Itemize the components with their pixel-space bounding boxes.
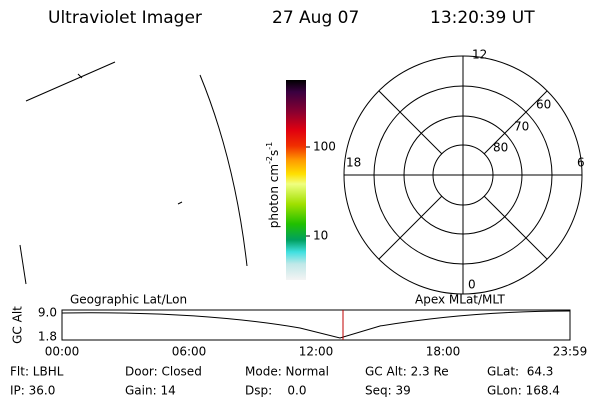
mlt-label: 12 [472,48,487,62]
status-field: GLat: 64.3 [487,365,553,379]
strip-frame [61,309,571,341]
strip-title: Geographic Lat/Lon [70,293,187,307]
colorbar-label: photon cm-2s-1 [265,142,281,229]
status-field: Dsp: 0.0 [245,384,307,398]
strip-axis-label: GC Alt [11,306,25,344]
coastlines [19,61,248,285]
mlt-label: 18 [346,156,361,170]
strip-tick: 9.0 [38,306,57,320]
lat-label: 70 [514,120,529,134]
time-tick: 06:00 [172,345,207,359]
mlt-label: 0 [468,278,476,292]
colorbar-tick: 10 [313,229,328,243]
status-field: Flt: LBHL [10,365,64,379]
status-field: GC Alt: 2.3 Re [365,365,449,379]
status-field: Seq: 39 [365,384,411,398]
status-field: Door: Closed [125,365,202,379]
lat-label: 80 [493,141,508,155]
status-field: IP: 36.0 [10,384,55,398]
time: 13:20:39 UT [430,8,535,28]
strip-tick: 1.8 [38,330,57,344]
strip-title: Apex MLat/MLT [415,293,505,307]
altitude-curve [61,310,571,339]
lat-label: 60 [536,98,551,112]
polar-grid [343,55,583,295]
instrument: Ultraviolet Imager [48,8,202,28]
status-field: Mode: Normal [245,365,329,379]
date: 27 Aug 07 [272,8,359,28]
colorbar [286,80,306,280]
time-tick: 18:00 [426,345,461,359]
time-tick: 23:59 [553,345,588,359]
mlt-label: 6 [577,156,585,170]
colorbar-tick: 100 [313,140,336,154]
time-tick: 12:00 [299,345,334,359]
status-field: Gain: 14 [125,384,176,398]
time-tick: 00:00 [45,345,80,359]
status-field: GLon: 168.4 [487,384,560,398]
